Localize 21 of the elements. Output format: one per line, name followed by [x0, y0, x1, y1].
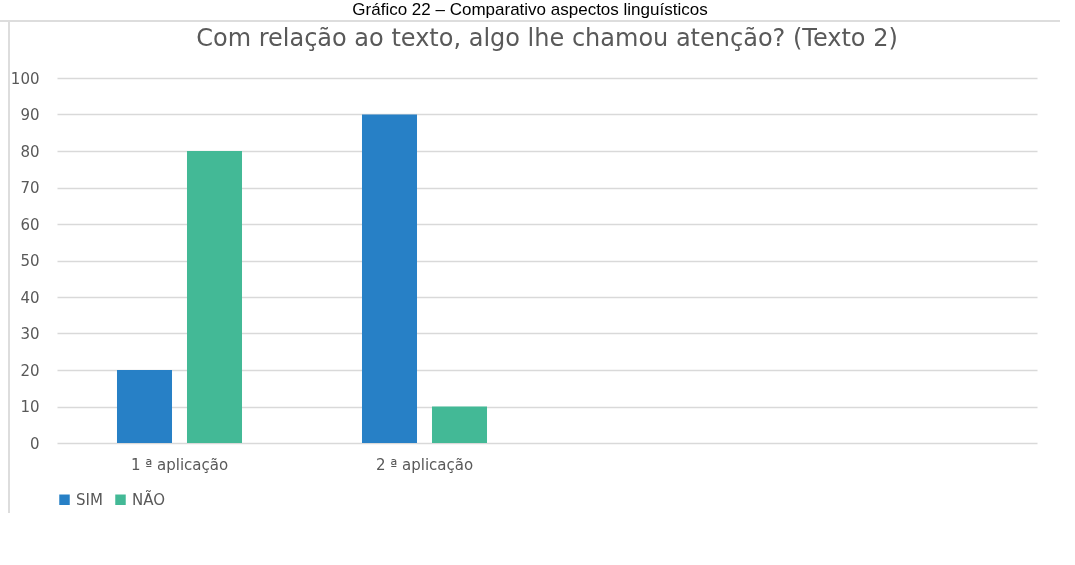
y-tick-label: 30: [20, 325, 40, 343]
x-tick-label: 2 ª aplicação: [375, 455, 474, 474]
text: Gráfico 22 – Comparativo aspectos linguísticos: [352, 0, 708, 19]
bar: [116, 370, 173, 443]
bar: [361, 114, 418, 443]
y-tick-label: 70: [20, 179, 40, 197]
y-tick-label: 50: [20, 252, 40, 270]
y-tick-label: 60: [20, 215, 40, 234]
y-tick-label: 40: [20, 288, 40, 307]
y-tick-label: 20: [20, 361, 40, 380]
bar: [431, 406, 488, 443]
y-tick-label: 10: [20, 398, 40, 416]
chart-title: Com relação ao texto, algo lhe chamou atenção? (Texto 2): [196, 24, 898, 52]
x-tick-label: 1 ª aplicação: [130, 455, 229, 474]
y-tick-label: 100: [10, 69, 40, 88]
y-tick-label: 80: [20, 142, 40, 161]
bar: [186, 151, 243, 443]
legend-label: SIM: [76, 490, 103, 509]
y-tick-label: 90: [20, 106, 40, 124]
y-tick-label: 0: [29, 434, 40, 453]
legend-label: NÃO: [132, 489, 166, 509]
